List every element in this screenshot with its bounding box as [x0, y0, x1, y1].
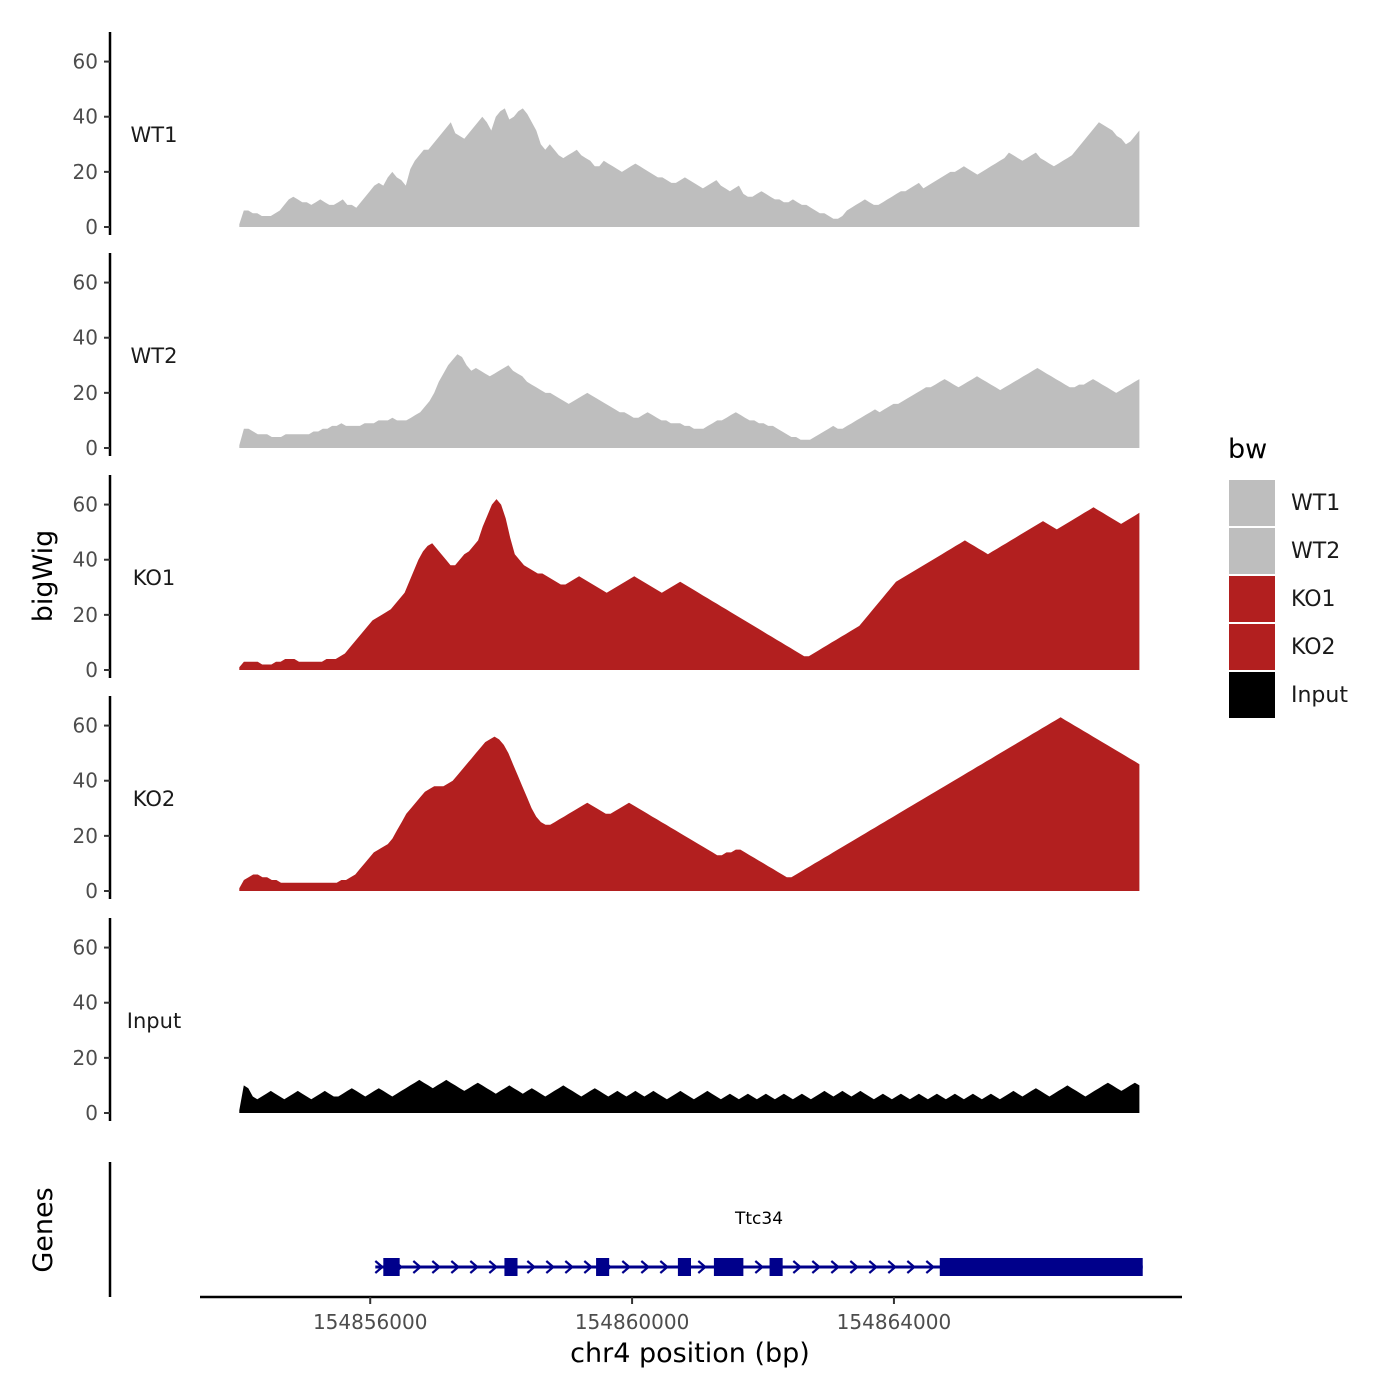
strand-arrow — [754, 1260, 764, 1274]
strand-arrow — [811, 1260, 821, 1274]
legend-key-wt2 — [1229, 528, 1275, 574]
gene-exon — [504, 1258, 518, 1276]
strand-arrow — [488, 1260, 498, 1274]
strand-arrow — [431, 1260, 441, 1274]
gene-exon — [713, 1258, 744, 1276]
strand-arrow — [621, 1260, 631, 1274]
strand-arrow — [545, 1260, 555, 1274]
y-tick-label: 0 — [85, 879, 98, 903]
coverage-area-ko1 — [239, 499, 1140, 670]
genes-track-label: Genes — [28, 1187, 59, 1272]
y-tick-label: 60 — [73, 271, 98, 295]
y-tick-label: 40 — [73, 105, 98, 129]
y-tick-label: 0 — [85, 658, 98, 682]
strand-arrow — [640, 1260, 650, 1274]
track-label-wt2: WT2 — [131, 344, 178, 368]
x-tick-label: 154864000 — [837, 1310, 952, 1334]
y-tick-label: 20 — [73, 1046, 98, 1070]
y-tick-label: 60 — [73, 493, 98, 517]
gene-exon — [939, 1258, 1143, 1276]
legend-label-wt1: WT1 — [1291, 491, 1340, 516]
track-label-ko2: KO2 — [133, 787, 176, 811]
strand-arrow — [906, 1260, 916, 1274]
gene-exon — [677, 1258, 691, 1276]
strand-arrow — [412, 1260, 422, 1274]
y-tick-label: 40 — [73, 326, 98, 350]
legend-key-ko1 — [1229, 576, 1275, 622]
y-tick-label: 60 — [73, 936, 98, 960]
y-tick-label: 60 — [73, 714, 98, 738]
strand-arrow — [849, 1260, 859, 1274]
panel-input: 0 20 40 60 Input — [73, 918, 1140, 1125]
strand-arrow — [887, 1260, 897, 1274]
panel-ko1: 0 20 40 60 KO1 — [73, 475, 1140, 682]
track-label-input: Input — [127, 1009, 181, 1033]
gene-exon — [769, 1258, 783, 1276]
x-axis-title: chr4 position (bp) — [570, 1338, 810, 1369]
strand-arrow — [697, 1260, 707, 1274]
strand-arrow — [374, 1260, 384, 1274]
y-tick-label: 0 — [85, 436, 98, 460]
panels: 0 20 40 60 WT1 0 20 40 60 WT2 0 20 40 60 KO1 0 20 40 60 KO2… — [73, 32, 1140, 1125]
legend: bw WT1 WT2 KO1 KO2 Input — [1228, 434, 1348, 718]
gene-exon — [383, 1258, 400, 1276]
strand-arrow — [925, 1260, 935, 1274]
strand-arrow — [868, 1260, 878, 1274]
y-tick-label: 20 — [73, 603, 98, 627]
y-tick-label: 0 — [85, 215, 98, 239]
y-tick-label: 40 — [73, 991, 98, 1015]
gene-exon — [596, 1258, 610, 1276]
panel-wt1: 0 20 40 60 WT1 — [73, 32, 1140, 239]
coverage-area-ko2 — [239, 717, 1140, 891]
legend-key-ko2 — [1229, 624, 1275, 670]
y-axis-title: bigWig — [28, 530, 59, 623]
strand-arrow — [583, 1260, 593, 1274]
legend-key-input — [1229, 672, 1275, 718]
strand-arrow — [659, 1260, 669, 1274]
strand-arrow — [469, 1260, 479, 1274]
genes-track: Ttc34 — [108, 1162, 1143, 1297]
strand-arrow — [450, 1260, 460, 1274]
legend-label-input: Input — [1291, 683, 1348, 708]
track-label-wt1: WT1 — [131, 123, 178, 147]
y-tick-label: 20 — [73, 160, 98, 184]
y-tick-label: 40 — [73, 769, 98, 793]
y-tick-label: 60 — [73, 50, 98, 74]
x-tick-label: 154860000 — [575, 1310, 690, 1334]
y-tick-label: 40 — [73, 548, 98, 572]
legend-key-wt1 — [1229, 480, 1275, 526]
strand-arrow — [564, 1260, 574, 1274]
strand-arrow — [830, 1260, 840, 1274]
legend-label-ko1: KO1 — [1291, 587, 1336, 612]
coverage-area-wt1 — [239, 108, 1140, 227]
coverage-area-wt2 — [239, 354, 1140, 448]
legend-title: bw — [1228, 434, 1267, 465]
panel-wt2: 0 20 40 60 WT2 — [73, 253, 1140, 460]
legend-label-wt2: WT2 — [1291, 539, 1340, 564]
coverage-area-input — [239, 1079, 1140, 1113]
track-label-ko1: KO1 — [133, 566, 176, 590]
strand-arrow — [792, 1260, 802, 1274]
y-tick-label: 20 — [73, 824, 98, 848]
y-tick-label: 0 — [85, 1101, 98, 1125]
x-axis: 154856000 154860000 154864000 — [200, 1295, 1182, 1334]
x-tick-label: 154856000 — [313, 1310, 428, 1334]
gene-name-label: Ttc34 — [734, 1209, 783, 1229]
strand-arrow — [526, 1260, 536, 1274]
y-tick-label: 20 — [73, 381, 98, 405]
panel-ko2: 0 20 40 60 KO2 — [73, 696, 1140, 903]
legend-label-ko2: KO2 — [1291, 635, 1336, 660]
